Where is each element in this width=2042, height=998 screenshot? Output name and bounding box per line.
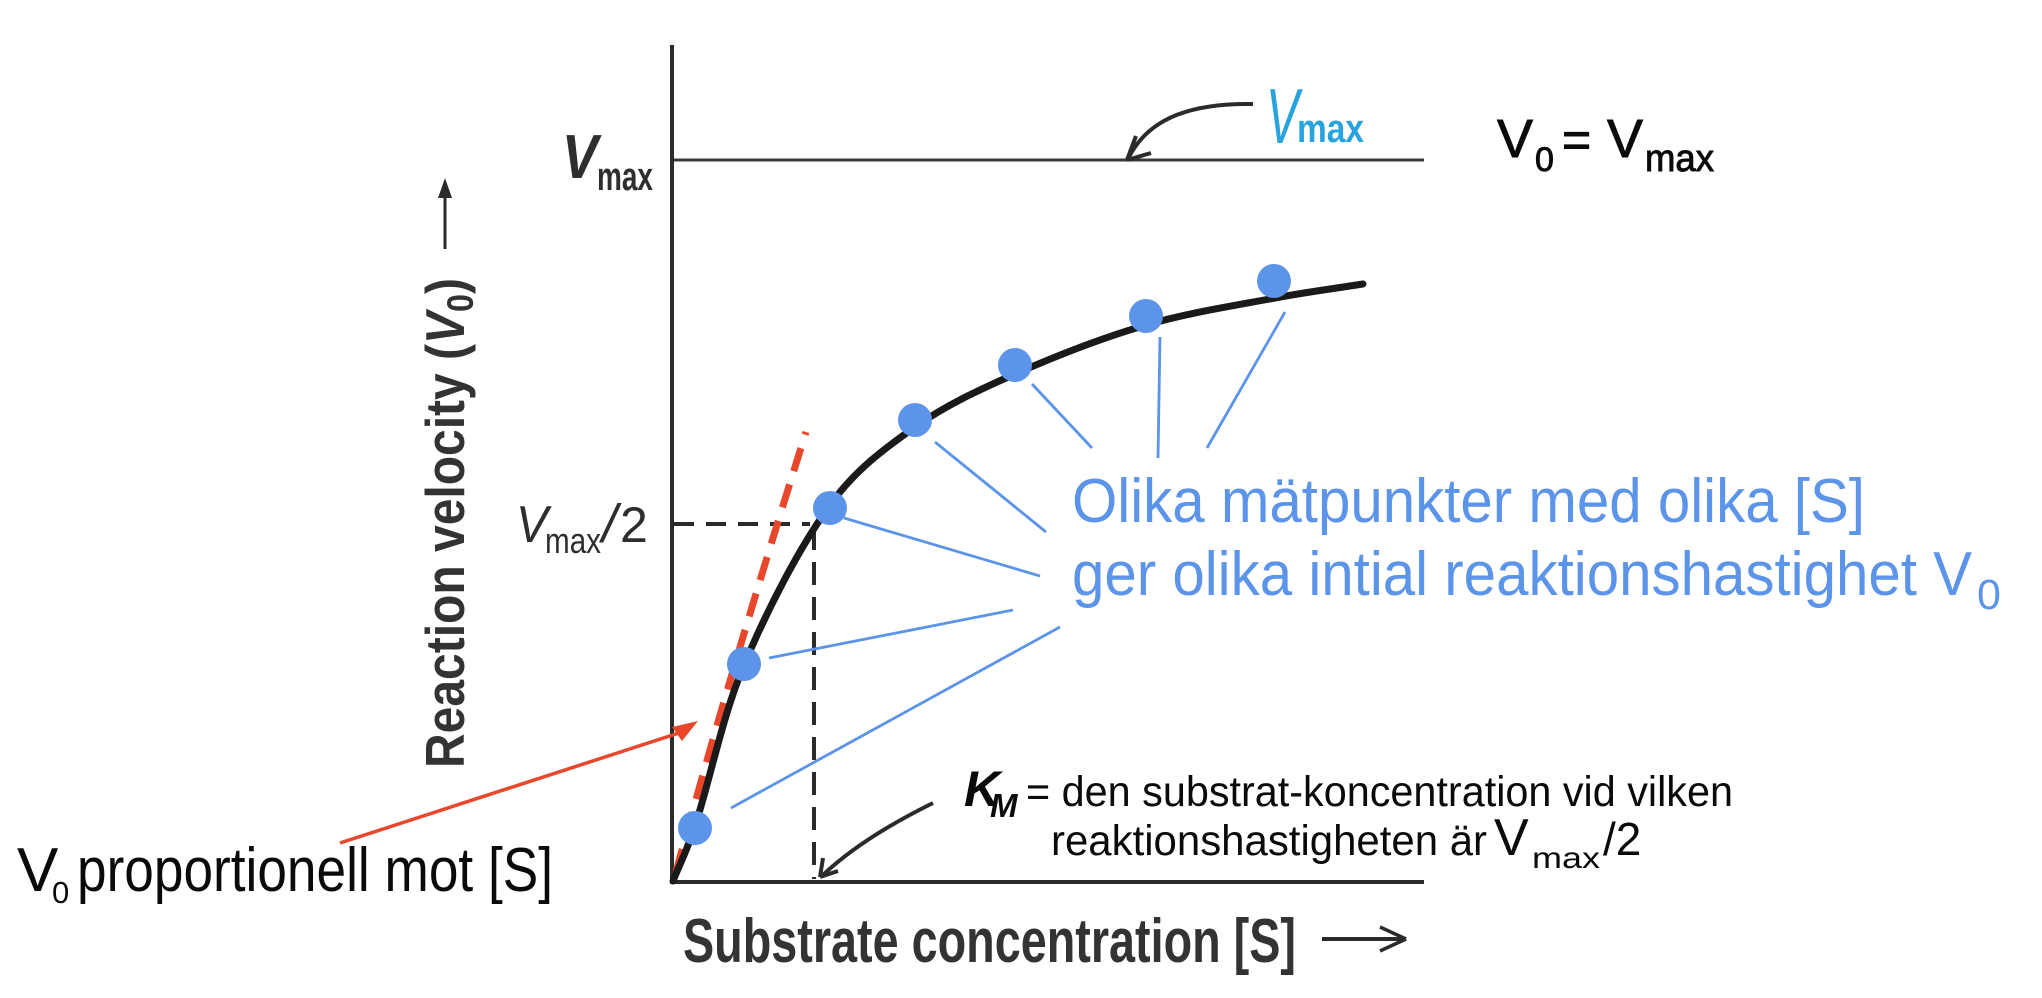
svg-text:V: V xyxy=(1607,109,1643,169)
svg-text:K: K xyxy=(964,761,1004,817)
svg-text:max: max xyxy=(1532,842,1600,875)
svg-text:V: V xyxy=(562,123,602,192)
svg-text:max: max xyxy=(597,155,653,199)
svg-text:0: 0 xyxy=(52,875,69,910)
svg-text:0: 0 xyxy=(1535,141,1554,179)
svg-text:V: V xyxy=(1266,72,1303,160)
svg-text:V: V xyxy=(17,836,59,905)
svg-text:max: max xyxy=(1297,107,1364,151)
svg-text:/2: /2 xyxy=(1603,813,1641,865)
svg-text:V: V xyxy=(516,496,552,554)
svg-text:max: max xyxy=(545,520,601,561)
svg-text:max: max xyxy=(1645,138,1714,180)
svg-text:=: = xyxy=(1562,112,1591,168)
svg-text:V: V xyxy=(1494,809,1529,867)
svg-text:proportionell mot [S]: proportionell mot [S] xyxy=(77,836,553,905)
svg-text:= den substrat-koncentration v: = den substrat-koncentration vid vilken xyxy=(1026,768,1733,816)
svg-text:ger olika intial reaktionshast: ger olika intial reaktionshastighet V xyxy=(1072,540,1973,609)
svg-text:Substrate concentration [S]: Substrate concentration [S] xyxy=(683,907,1296,976)
svg-text:2: 2 xyxy=(620,497,648,553)
svg-text:0: 0 xyxy=(1977,571,2001,619)
svg-text:M: M xyxy=(990,787,1019,824)
svg-text:Olika mätpunkter med olika [S]: Olika mätpunkter med olika [S] xyxy=(1072,467,1865,536)
svg-text:V: V xyxy=(1497,109,1533,169)
svg-text:reaktionshastigheten är: reaktionshastigheten är xyxy=(1051,817,1487,865)
svg-text:Reaction velocity (V0): Reaction velocity (V0) xyxy=(414,278,481,768)
